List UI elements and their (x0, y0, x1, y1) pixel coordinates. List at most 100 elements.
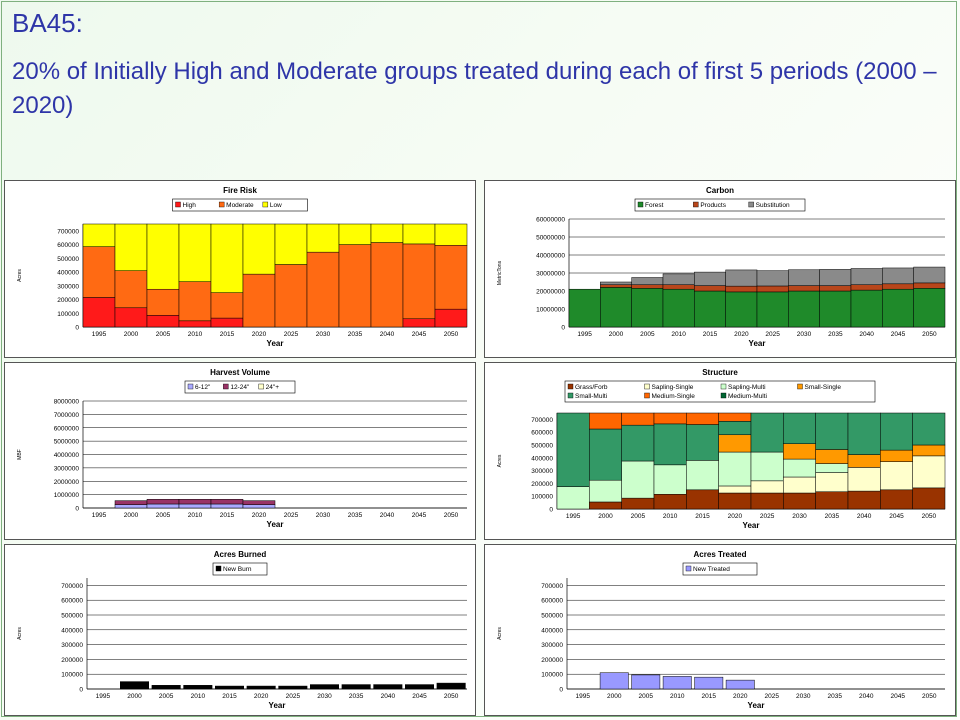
fire-risk-ytick-label: 0 (75, 325, 79, 332)
harvest-volume-y-axis-title: MBF (17, 449, 23, 460)
harvest-volume-xtick-label: 2025 (284, 512, 299, 519)
structure-bar-segment (880, 412, 913, 451)
structure-bar-segment (750, 412, 784, 453)
harvest-volume-legend-swatch (258, 383, 264, 390)
harvest-volume-bar-segment (114, 504, 148, 509)
structure-ytick-label: 700000 (531, 417, 553, 424)
harvest-volume-chart-panel: Harvest Volume 6-12" 12-24" 24"+ 0 1000000 200… (4, 362, 476, 540)
carbon-bar-segment (662, 273, 695, 285)
acres-treated-chart-panel: Acres Treated New Treated 0 100000 200000 300… (484, 544, 956, 716)
acres-treated-xtick-label: 1995 (576, 693, 591, 700)
fire-risk-ytick-label: 700000 (57, 228, 79, 235)
carbon-legend-swatch (693, 201, 699, 208)
acres-burned-bar-segment (436, 682, 466, 690)
acres-treated-ytick-label: 300000 (541, 642, 563, 649)
structure-legend-label: Sapling-Single (652, 384, 694, 391)
structure-bar-segment (880, 449, 913, 462)
harvest-volume-bar-segment (242, 504, 276, 509)
carbon-bar-segment (725, 269, 758, 287)
structure-bar-segment (686, 424, 719, 461)
acres-burned-bar-segment (120, 681, 149, 690)
carbon-bar-segment (913, 266, 946, 284)
harvest-volume-chart: Harvest Volume 6-12" 12-24" 24"+ 0 1000000 200… (17, 368, 467, 529)
fire-risk-ytick-label: 600000 (57, 242, 79, 249)
acres-treated-bar-segment (694, 676, 724, 690)
carbon-ytick-label: 30000000 (536, 271, 565, 278)
carbon-bar-segment (694, 271, 726, 286)
harvest-volume-xtick-label: 2030 (316, 512, 331, 519)
fire-risk-legend-label: Moderate (226, 202, 254, 209)
harvest-volume-xtick-label: 2010 (188, 512, 203, 519)
structure-bar-segment (589, 501, 622, 510)
structure-ytick-label: 0 (549, 507, 553, 514)
fire-risk-legend-swatch (175, 201, 181, 208)
acres-treated-xtick-label: 2000 (607, 693, 622, 700)
structure-xtick-label: 2040 (857, 513, 872, 520)
harvest-volume-ytick-label: 7000000 (54, 412, 80, 419)
carbon-bar-segment (850, 268, 883, 285)
carbon-bar-segment (819, 269, 852, 286)
acres-burned-xtick-label: 2035 (349, 693, 364, 700)
carbon-xtick-label: 2005 (640, 331, 655, 338)
acres-treated-ytick-label: 600000 (541, 598, 563, 605)
fire-risk-bar-segment (82, 223, 116, 247)
acres-burned-xtick-label: 2030 (317, 693, 332, 700)
structure-bar-segment (718, 434, 752, 453)
acres-burned-bar-segment (246, 685, 276, 690)
harvest-volume-title: Harvest Volume (210, 368, 270, 377)
structure-bar-segment (847, 467, 881, 492)
structure-xtick-label: 2010 (663, 513, 678, 520)
carbon-bar-segment (756, 285, 789, 293)
carbon-xtick-label: 2030 (797, 331, 812, 338)
carbon-x-axis-title: Year (749, 339, 766, 348)
structure-bar-segment (718, 421, 752, 436)
fire-risk-ytick-label: 400000 (57, 270, 79, 277)
structure-xtick-label: 2030 (792, 513, 807, 520)
structure-bar-segment (783, 492, 816, 510)
structure-bar-segment (912, 412, 946, 446)
structure-bar-segment (718, 485, 752, 494)
acres-treated-xtick-label: 2045 (891, 693, 906, 700)
fire-risk-bar-segment (146, 223, 180, 290)
fire-risk-xtick-label: 2020 (252, 331, 267, 338)
carbon-ytick-label: 50000000 (536, 235, 565, 242)
structure-bar-segment (653, 464, 687, 495)
harvest-volume-xtick-label: 2000 (124, 512, 139, 519)
carbon-ytick-label: 10000000 (536, 307, 565, 314)
acres-treated-xtick-label: 2040 (859, 693, 874, 700)
fire-risk-xtick-label: 2010 (188, 331, 203, 338)
structure-legend-label: Small-Single (805, 384, 842, 391)
acres-treated-xtick-label: 2020 (733, 693, 748, 700)
harvest-volume-ytick-label: 0 (75, 506, 79, 513)
acres-burned-chart: Acres Burned New Burn 0 100000 200000 300000 4… (17, 550, 467, 710)
fire-risk-bar-segment (402, 243, 436, 320)
harvest-volume-ytick-label: 3000000 (54, 465, 80, 472)
carbon-bar-segment (788, 269, 820, 286)
fire-risk-bar-segment (146, 315, 180, 328)
fire-risk-title: Fire Risk (223, 186, 257, 195)
fire-risk-legend-swatch (262, 201, 269, 208)
structure-ytick-label: 100000 (531, 494, 553, 501)
structure-legend-label: Medium-Multi (728, 393, 767, 400)
carbon-y-axis-title: MetricTons (497, 260, 503, 285)
structure-legend-swatch (720, 383, 727, 390)
acres-burned-xtick-label: 2000 (127, 693, 142, 700)
structure-bar-segment (847, 412, 881, 455)
fire-risk-ytick-label: 300000 (57, 283, 79, 290)
structure-ytick-label: 500000 (531, 443, 553, 450)
carbon-ytick-label: 40000000 (536, 253, 565, 260)
harvest-volume-legend-label: 6-12" (195, 384, 211, 391)
structure-legend-label: Sapling-Multi (728, 384, 766, 391)
acres-burned-xtick-label: 2005 (159, 693, 174, 700)
fire-risk-xtick-label: 2025 (284, 331, 299, 338)
harvest-volume-xtick-label: 2020 (252, 512, 267, 519)
harvest-volume-xtick-label: 2045 (412, 512, 427, 519)
structure-y-axis-title: Acres (497, 454, 503, 467)
fire-risk-bar-segment (338, 244, 372, 328)
structure-bar-segment (912, 444, 946, 457)
fire-risk-bar-segment (210, 292, 244, 319)
carbon-bar-segment (819, 285, 852, 292)
structure-xtick-label: 2045 (889, 513, 904, 520)
acres-treated-xtick-label: 2035 (828, 693, 843, 700)
acres-burned-bar-segment (310, 684, 339, 690)
